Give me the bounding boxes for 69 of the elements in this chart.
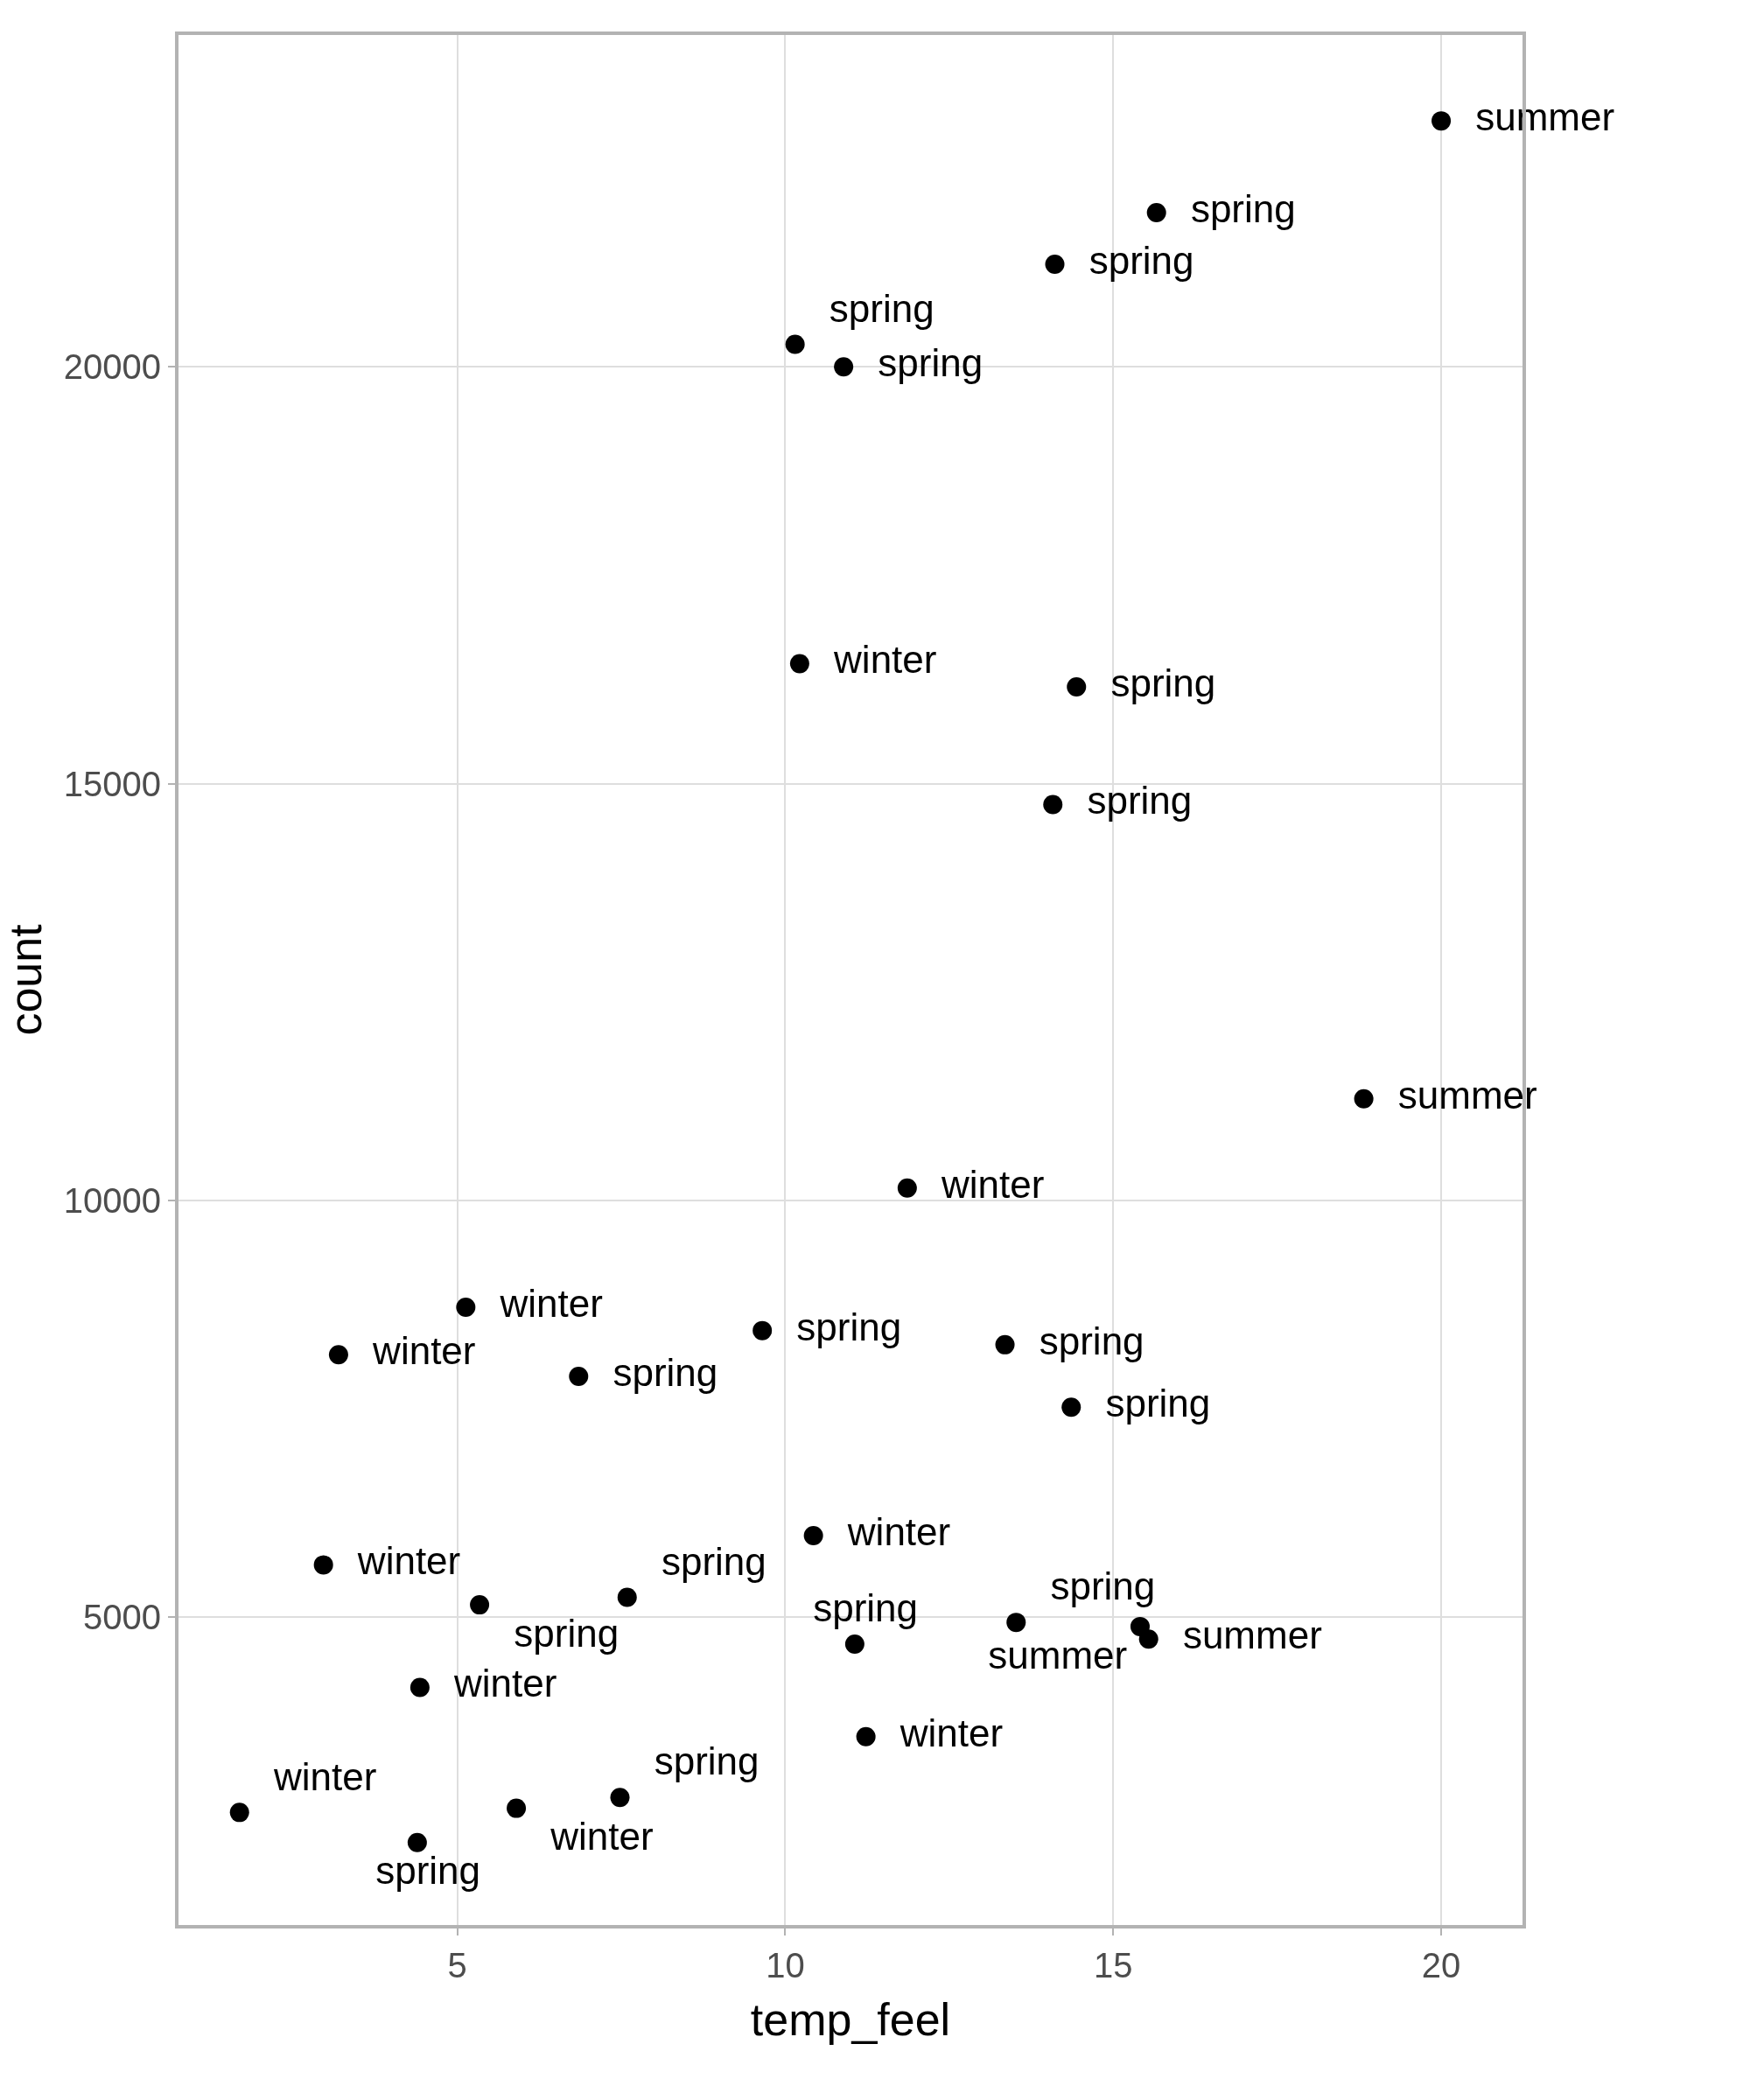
x-tick-label: 15 — [1093, 1946, 1133, 1984]
point — [856, 1726, 876, 1746]
data-label: summer — [1161, 1614, 1322, 1657]
point — [617, 1587, 637, 1607]
point — [1354, 1088, 1374, 1109]
point — [456, 1297, 476, 1317]
point — [844, 1634, 864, 1654]
point — [834, 357, 854, 377]
data-label: winter — [351, 1329, 476, 1373]
point — [1067, 677, 1087, 697]
data-label: summer — [1453, 95, 1615, 139]
point — [407, 1832, 427, 1852]
data-label: winter — [479, 1281, 603, 1325]
point — [410, 1677, 430, 1698]
data-label: winter — [432, 1662, 557, 1705]
data-label: spring — [1084, 1382, 1211, 1425]
data-label: spring — [791, 1586, 919, 1630]
data-label: spring — [1018, 1319, 1144, 1362]
point — [1045, 255, 1065, 275]
y-tick-label: 15000 — [63, 764, 161, 803]
data-label: winter — [812, 638, 937, 682]
data-label: summer — [1376, 1073, 1537, 1116]
point — [1043, 794, 1063, 815]
x-tick-label: 20 — [1421, 1946, 1461, 1984]
data-label: spring — [856, 341, 984, 385]
data-label: summer — [966, 1633, 1128, 1676]
x-tick-label: 10 — [766, 1946, 805, 1984]
point — [789, 654, 809, 674]
point — [785, 334, 805, 354]
data-label: winter — [336, 1539, 461, 1583]
data-label: spring — [1169, 186, 1296, 230]
point — [1138, 1629, 1158, 1649]
data-label: spring — [1089, 662, 1216, 705]
data-label: spring — [1066, 779, 1193, 822]
data-label: spring — [1068, 239, 1194, 283]
x-axis-title: temp_feel — [750, 1994, 951, 2046]
point — [752, 1320, 773, 1340]
point — [229, 1802, 249, 1823]
data-label: winter — [920, 1162, 1045, 1206]
y-tick-label: 10000 — [63, 1181, 161, 1221]
point — [470, 1595, 490, 1615]
point — [1432, 111, 1452, 131]
point — [313, 1555, 333, 1575]
data-label: spring — [640, 1539, 766, 1583]
point — [803, 1526, 823, 1546]
data-label: spring — [492, 1611, 620, 1655]
data-label: winter — [252, 1754, 377, 1798]
point — [507, 1798, 527, 1818]
y-tick-label: 20000 — [63, 347, 161, 387]
point — [1146, 202, 1166, 222]
data-label: spring — [808, 286, 934, 330]
data-label: winter — [528, 1815, 654, 1858]
y-tick-label: 5000 — [83, 1598, 161, 1637]
data-label: spring — [354, 1849, 481, 1893]
data-label: winter — [878, 1711, 1004, 1754]
point — [610, 1788, 630, 1808]
point — [897, 1178, 917, 1198]
data-label: winter — [826, 1510, 951, 1554]
point — [1006, 1613, 1026, 1633]
data-label: spring — [774, 1305, 902, 1348]
point — [569, 1367, 589, 1387]
data-label: spring — [1029, 1564, 1156, 1608]
point — [995, 1334, 1015, 1354]
point — [328, 1345, 348, 1365]
x-tick-label: 5 — [447, 1946, 467, 1984]
y-axis-title: count — [0, 923, 51, 1036]
data-label: spring — [592, 1351, 718, 1395]
point — [1061, 1397, 1082, 1418]
data-label: spring — [633, 1740, 760, 1783]
